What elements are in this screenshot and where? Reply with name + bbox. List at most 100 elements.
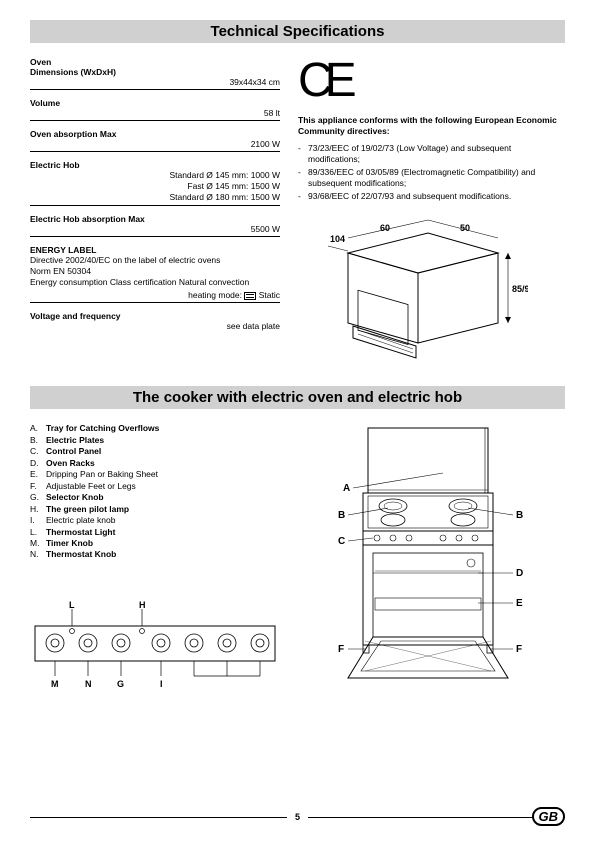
- dim-h: 85/90: [512, 284, 528, 294]
- directive-text: 93/68/EEC of 22/07/93 and subsequent mod…: [308, 191, 511, 202]
- parts-letter: H.: [30, 504, 46, 515]
- page-title: Technical Specifications: [30, 20, 565, 43]
- cooker-diagram-column: A B B C D E F F: [300, 423, 565, 703]
- dim-w3: 50: [460, 223, 470, 233]
- country-badge: GB: [532, 807, 566, 826]
- parts-text: Selector Knob: [46, 492, 104, 503]
- parts-text: Oven Racks: [46, 458, 95, 469]
- spec-energy: ENERGY LABEL Directive 2002/40/EC on the…: [30, 245, 280, 303]
- parts-letter: E.: [30, 469, 46, 480]
- section2-title: The cooker with electric oven and electr…: [30, 386, 565, 409]
- oven-abs-label: Oven absorption Max: [30, 129, 280, 139]
- dim-w2: 60: [380, 223, 390, 233]
- parts-column: A.Tray for Catching OverflowsB.Electric …: [30, 423, 280, 703]
- directive-text: 89/336/EEC of 03/05/89 (Electromagnetic …: [308, 167, 565, 189]
- parts-text: Thermostat Knob: [46, 549, 116, 560]
- parts-list-item: E.Dripping Pan or Baking Sheet: [30, 469, 280, 480]
- dash-icon: -: [298, 191, 308, 202]
- directive-item: - 73/23/EEC of 19/02/73 (Low Voltage) an…: [298, 143, 565, 165]
- parts-letter: A.: [30, 423, 46, 434]
- spec-volume: Volume 58 lt: [30, 98, 280, 121]
- parts-list-item: H.The green pilot lamp: [30, 504, 280, 515]
- spec-oven: Oven Dimensions (WxDxH) 39x44x34 cm: [30, 57, 280, 90]
- control-panel-diagram: L H M N G I: [30, 601, 280, 693]
- parts-letter: M.: [30, 538, 46, 549]
- volume-value: 58 lt: [30, 108, 280, 118]
- directive-text: 73/23/EEC of 19/02/73 (Low Voltage) and …: [308, 143, 565, 165]
- panel-G: G: [117, 679, 124, 689]
- cooker-diagram: A B B C D E F F: [313, 423, 553, 703]
- divider: [30, 205, 280, 206]
- footer-line: [30, 817, 287, 818]
- lower-section: A.Tray for Catching OverflowsB.Electric …: [30, 423, 565, 703]
- panel-I: I: [160, 679, 163, 689]
- parts-letter: D.: [30, 458, 46, 469]
- heating-mode-label: heating mode:: [188, 290, 242, 300]
- ce-conform-title: This appliance conforms with the followi…: [298, 115, 565, 137]
- dimensions-label: Dimensions (WxDxH): [30, 67, 280, 77]
- ce-mark-icon: CE: [298, 57, 565, 105]
- parts-list-item: D.Oven Racks: [30, 458, 280, 469]
- parts-list-item: B.Electric Plates: [30, 435, 280, 446]
- energy-label-title: ENERGY LABEL: [30, 245, 280, 255]
- parts-letter: N.: [30, 549, 46, 560]
- cooker-B2: B: [516, 510, 523, 521]
- parts-text: Tray for Catching Overflows: [46, 423, 159, 434]
- panel-H: H: [139, 601, 146, 610]
- parts-text: Dripping Pan or Baking Sheet: [46, 469, 158, 480]
- voltage-label: Voltage and frequency: [30, 311, 280, 321]
- parts-text: Electric plate knob: [46, 515, 115, 526]
- parts-text: Timer Knob: [46, 538, 93, 549]
- directive-item: - 93/68/EEC of 22/07/93 and subsequent m…: [298, 191, 565, 202]
- volume-label: Volume: [30, 98, 280, 108]
- energy-line2: Norm EN 50304: [30, 266, 280, 277]
- specs-right-column: CE This appliance conforms with the foll…: [298, 57, 565, 370]
- spec-voltage: Voltage and frequency see data plate: [30, 311, 280, 331]
- energy-line3: Energy consumption Class certification N…: [30, 277, 280, 288]
- divider: [30, 236, 280, 237]
- footer-line: [308, 817, 565, 818]
- cooker-D: D: [516, 568, 523, 579]
- voltage-value: see data plate: [30, 321, 280, 331]
- cooker-F2: F: [516, 644, 522, 655]
- parts-letter: C.: [30, 446, 46, 457]
- heating-mode-icon: [244, 292, 256, 300]
- directive-list: - 73/23/EEC of 19/02/73 (Low Voltage) an…: [298, 143, 565, 202]
- divider: [30, 120, 280, 121]
- dimension-diagram: 104 60 50 85/90: [298, 218, 565, 370]
- parts-list-item: A.Tray for Catching Overflows: [30, 423, 280, 434]
- oven-abs-value: 2100 W: [30, 139, 280, 149]
- parts-list: A.Tray for Catching OverflowsB.Electric …: [30, 423, 280, 561]
- parts-list-item: L.Thermostat Light: [30, 527, 280, 538]
- parts-list-item: F.Adjustable Feet or Legs: [30, 481, 280, 492]
- cooker-F1: F: [338, 644, 344, 655]
- dash-icon: -: [298, 167, 308, 189]
- dimensions-value: 39x44x34 cm: [30, 77, 280, 87]
- panel-N: N: [85, 679, 92, 689]
- divider: [30, 302, 280, 303]
- spec-hob: Electric Hob Standard Ø 145 mm: 1000 W F…: [30, 160, 280, 206]
- hob-abs-value: 5500 W: [30, 224, 280, 234]
- page-number: 5: [287, 812, 308, 822]
- parts-letter: L.: [30, 527, 46, 538]
- directive-item: - 89/336/EEC of 03/05/89 (Electromagneti…: [298, 167, 565, 189]
- parts-list-item: M.Timer Knob: [30, 538, 280, 549]
- parts-list-item: C.Control Panel: [30, 446, 280, 457]
- parts-text: Control Panel: [46, 446, 101, 457]
- parts-text: Thermostat Light: [46, 527, 115, 538]
- cooker-B1: B: [338, 510, 345, 521]
- cooker-A: A: [343, 483, 350, 494]
- dash-icon: -: [298, 143, 308, 165]
- cooker-E: E: [516, 598, 523, 609]
- hob-item-1: Fast Ø 145 mm: 1500 W: [30, 181, 280, 192]
- hob-item-2: Standard Ø 180 mm: 1500 W: [30, 192, 280, 203]
- parts-letter: B.: [30, 435, 46, 446]
- parts-text: The green pilot lamp: [46, 504, 129, 515]
- parts-list-item: I.Electric plate knob: [30, 515, 280, 526]
- parts-list-item: G.Selector Knob: [30, 492, 280, 503]
- spec-oven-absorption: Oven absorption Max 2100 W: [30, 129, 280, 152]
- divider: [30, 89, 280, 90]
- hob-abs-label: Electric Hob absorption Max: [30, 214, 280, 224]
- page-footer: 5 GB: [30, 812, 565, 822]
- specs-left-column: Oven Dimensions (WxDxH) 39x44x34 cm Volu…: [30, 57, 280, 370]
